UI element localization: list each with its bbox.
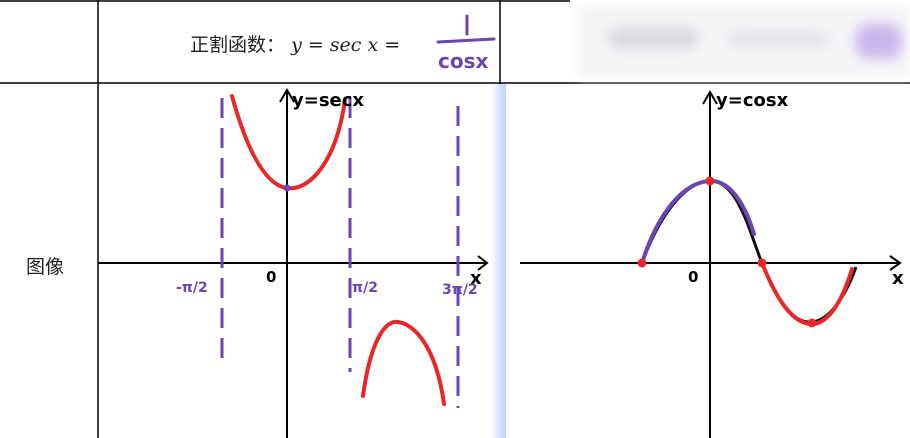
tick-label-three-half-pi: 3π/2 [442, 282, 478, 298]
cos-graph: y=cosx x 0 [520, 90, 904, 438]
sec-branch-lower [361, 319, 446, 406]
cos-curve-purple [640, 178, 756, 265]
cos-y-label: y=cosx [716, 90, 789, 111]
cos-point-min [807, 318, 817, 328]
sec-y-label: y=secx [292, 90, 364, 111]
header-formula: y = sec x = [291, 34, 401, 56]
cos-point-max [705, 176, 715, 186]
cos-x-axis-arrow [889, 255, 902, 271]
panel-edge-shadow [490, 84, 506, 438]
sec-origin-label: 0 [266, 268, 276, 286]
cos-point-right-zero [757, 258, 767, 268]
x-axis-arrow [477, 255, 489, 271]
sec-min-point [283, 184, 291, 192]
cos-point-left-zero [637, 258, 647, 268]
handwritten-fraction: cosx [436, 14, 496, 73]
y-axis-arrow [279, 88, 295, 103]
row-label-image: 图像 [26, 256, 65, 278]
blurred-region [578, 6, 910, 78]
cos-x-label: x [892, 268, 904, 289]
sec-graph: y=secx x 0 -π/2 π/2 3π/2 [98, 88, 489, 438]
svg-text:cosx: cosx [438, 49, 489, 73]
tick-label-neg-half-pi: -π/2 [176, 280, 208, 296]
header-prefix: 正割函数： [190, 34, 286, 56]
tick-label-half-pi: π/2 [352, 280, 378, 296]
cos-curve-red [760, 261, 854, 327]
cos-origin-label: 0 [688, 268, 698, 286]
sec-x-label: x [470, 268, 482, 289]
header-title: 正割函数： y = sec x = [190, 30, 400, 57]
cos-y-axis-arrow [702, 90, 718, 105]
